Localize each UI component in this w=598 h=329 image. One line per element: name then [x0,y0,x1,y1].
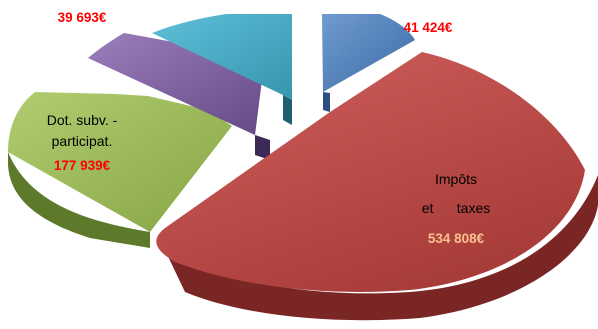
pie-slice-wall-s1 [165,175,598,321]
pie-slice-s1 [156,52,586,292]
pie-slice-s4 [152,14,292,100]
pie-slice-s2 [8,92,232,232]
value-label-s3: 39 693€ [58,10,107,25]
value-label-s0: 41 424€ [404,20,453,35]
category-label-s2-line2: participat. [52,133,113,149]
pie-slice-wall-s3 [255,135,270,160]
category-label-s1-line2: et taxes [422,200,490,216]
pie-slice-wall-s4 [283,95,292,125]
value-label-s1: 534 808€ [428,231,485,246]
pie-slice-s3 [88,33,262,135]
value-label-s2: 177 939€ [54,158,111,173]
category-label-s2-line1: Dot. subv. - [47,112,118,128]
pie-slice-wall-s2 [8,152,150,248]
category-label-s1-line1: Impôts [435,171,477,187]
pie-slice-s0 [322,14,415,92]
pie-slice-wall-s0 [323,92,330,112]
